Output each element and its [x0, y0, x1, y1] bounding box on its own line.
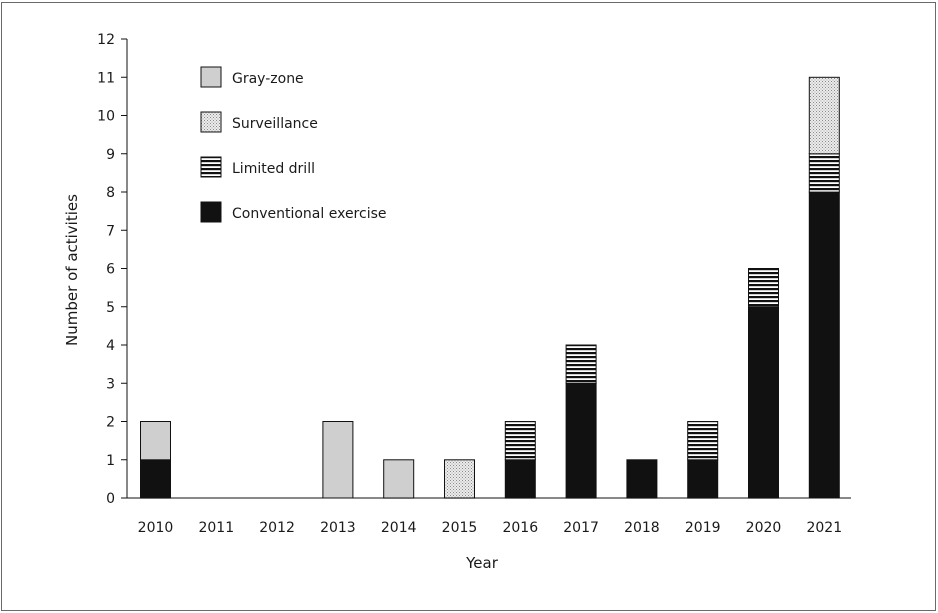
bars-group: [140, 76, 840, 499]
bar-gray-zone-2013: [322, 421, 354, 499]
x-tick-label-2017: 2017: [563, 520, 599, 536]
bar-conventional-exercise-2010: [140, 459, 171, 499]
y-axis-label: Number of activities: [63, 194, 81, 346]
bar-conventional-exercise-2016: [504, 459, 536, 499]
bar-limited-drill-2020: [748, 268, 779, 308]
bar-limited-drill-2021: [808, 153, 840, 193]
legend-label-gray-zone: Gray-zone: [232, 71, 304, 87]
bar-gray-zone-2010: [140, 421, 171, 461]
legend-swatch-limited-drill: [200, 156, 222, 178]
x-tick-label-2020: 2020: [746, 520, 782, 536]
legend-label-limited-drill: Limited drill: [232, 161, 315, 177]
x-tick-label-2010: 2010: [138, 520, 174, 536]
x-tick-label-2018: 2018: [624, 520, 660, 536]
bar-conventional-exercise-2017: [565, 382, 597, 499]
legend: Gray-zone Surveillance Limited drill Conven…: [200, 66, 387, 223]
y-tick-label-4: 4: [106, 338, 115, 354]
x-tick-label-2019: 2019: [685, 520, 721, 536]
x-tick-label-2016: 2016: [502, 520, 538, 536]
x-tick-label-2015: 2015: [442, 520, 478, 536]
y-tick-label-6: 6: [106, 262, 115, 278]
y-tick-label-0: 0: [106, 491, 115, 507]
y-tick-label-3: 3: [106, 376, 115, 392]
y-tick-label-12: 12: [97, 32, 115, 48]
y-tick-label-1: 1: [106, 453, 115, 469]
y-tick-label-11: 11: [97, 70, 115, 86]
bar-gray-zone-2014: [383, 459, 415, 499]
y-tick-label-7: 7: [106, 223, 115, 239]
legend-label-conventional-exercise: Conventional exercise: [232, 206, 387, 222]
bar-surveillance-2021: [808, 76, 840, 155]
x-tick-label-2011: 2011: [198, 520, 234, 536]
x-tick-label-2013: 2013: [320, 520, 356, 536]
bar-conventional-exercise-2018: [626, 459, 658, 499]
bar-limited-drill-2017: [565, 344, 597, 384]
bar-limited-drill-2016: [504, 421, 536, 461]
y-tick-label-8: 8: [106, 185, 115, 201]
legend-label-surveillance: Surveillance: [232, 116, 318, 132]
bar-limited-drill-2019: [687, 421, 719, 461]
x-tick-label-2012: 2012: [259, 520, 295, 536]
x-axis-label: Year: [465, 554, 499, 572]
y-tick-label-10: 10: [97, 109, 115, 125]
bar-conventional-exercise-2019: [687, 459, 719, 499]
y-tick-label-9: 9: [106, 147, 115, 163]
y-tick-label-2: 2: [106, 415, 115, 431]
legend-swatch-conventional-exercise: [200, 201, 222, 223]
legend-swatch-gray-zone: [200, 66, 222, 88]
x-tick-label-2021: 2021: [806, 520, 842, 536]
bar-conventional-exercise-2020: [748, 306, 779, 499]
bar-surveillance-2015: [444, 459, 475, 499]
bar-conventional-exercise-2021: [808, 191, 840, 499]
x-tick-label-2014: 2014: [381, 520, 417, 536]
y-tick-label-5: 5: [106, 300, 115, 316]
legend-swatch-surveillance: [200, 111, 222, 133]
